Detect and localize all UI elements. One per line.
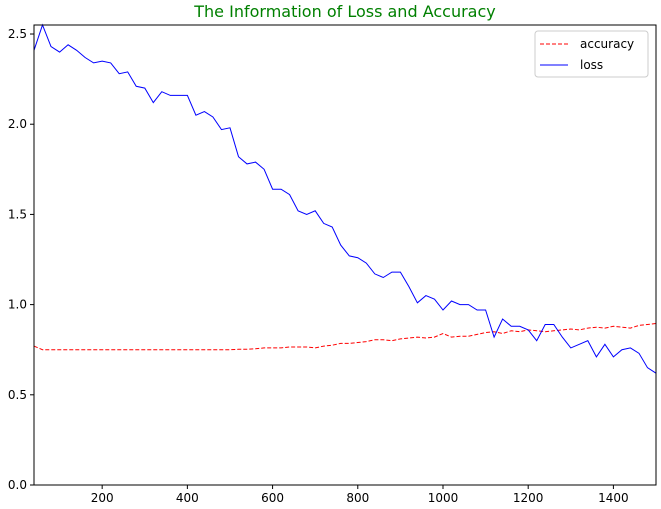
series-line-accuracy [33, 323, 657, 351]
x-tick-label: 1200 [513, 491, 544, 505]
x-tick-label: 400 [176, 491, 199, 505]
y-tick-label: 1.0 [8, 298, 27, 312]
chart-title: The Information of Loss and Accuracy [193, 2, 495, 21]
legend-label-accuracy: accuracy [580, 37, 634, 51]
x-tick-label: 800 [346, 491, 369, 505]
legend-label-loss: loss [580, 58, 603, 72]
y-tick-label: 1.5 [8, 207, 27, 221]
y-axis: 0.0 0.5 1.0 1.5 2.0 2.5 [8, 27, 34, 492]
y-tick-label: 0.0 [8, 478, 27, 492]
legend: accuracy loss [534, 30, 649, 78]
y-tick-label: 2.5 [8, 27, 27, 41]
series-layer [33, 23, 657, 374]
x-tick-label: 200 [91, 491, 114, 505]
x-tick-label: 600 [261, 491, 284, 505]
series-line-loss [33, 23, 657, 374]
plot-area [33, 23, 657, 486]
y-tick-label: 0.5 [8, 388, 27, 402]
x-axis: 200 400 600 800 1000 1200 1400 [91, 485, 629, 505]
y-tick-label: 2.0 [8, 117, 27, 131]
plot-frame [33, 24, 657, 486]
x-tick-label: 1400 [598, 491, 629, 505]
x-tick-label: 1000 [428, 491, 459, 505]
